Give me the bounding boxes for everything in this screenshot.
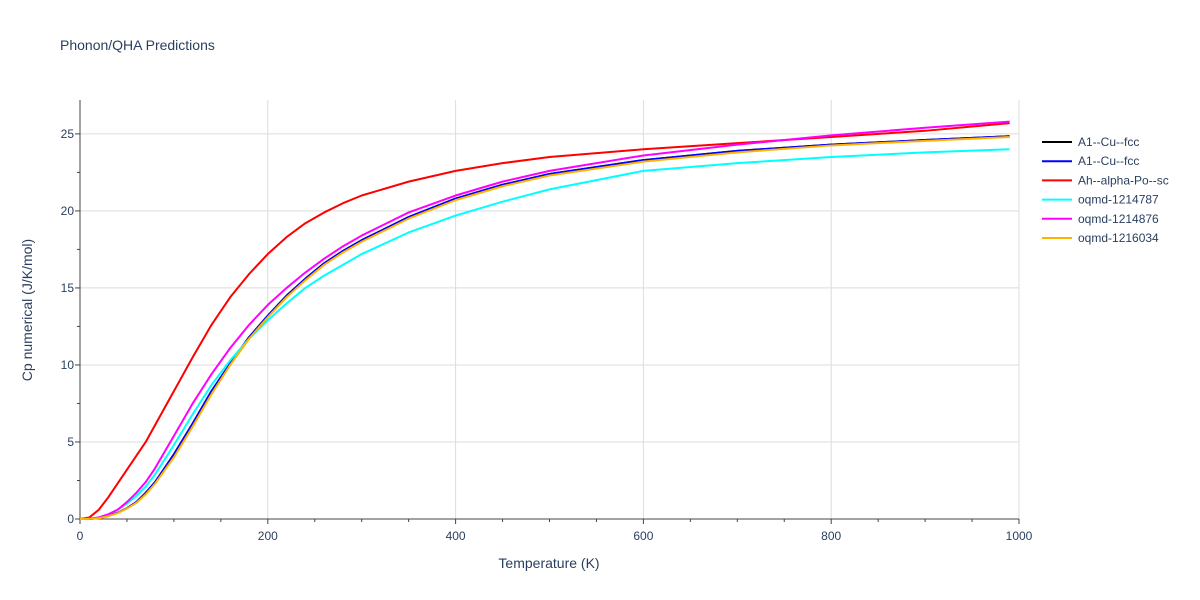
legend-label: oqmd-1214787: [1078, 193, 1159, 207]
legend-item-3[interactable]: Ah--alpha-Po--sc: [1042, 173, 1169, 187]
series-line-6: [79, 135, 1010, 520]
y-axis-label: Cp numerical (J/K/mol): [19, 239, 35, 381]
legend-label: Ah--alpha-Po--sc: [1078, 173, 1169, 187]
x-tick-label: 800: [821, 529, 841, 543]
x-axis-label: Temperature (K): [498, 555, 599, 571]
legend-label: oqmd-1214876: [1078, 212, 1159, 226]
legend-label: A1--Cu--fcc: [1078, 135, 1139, 149]
grid: [80, 100, 1020, 519]
series-line-3: [79, 122, 1010, 520]
legend-item-2[interactable]: A1--Cu--fcc: [1042, 154, 1139, 168]
legend-label: oqmd-1216034: [1078, 231, 1159, 245]
legend-item-4[interactable]: oqmd-1214787: [1042, 193, 1159, 207]
legend-label: A1--Cu--fcc: [1078, 154, 1139, 168]
legend[interactable]: A1--Cu--fcc A1--Cu--fcc Ah--alpha-Po--sc oq…: [1042, 135, 1169, 245]
y-tick-label: 25: [61, 127, 75, 141]
y-tick-label: 10: [61, 358, 75, 372]
legend-item-6[interactable]: oqmd-1216034: [1042, 231, 1159, 245]
series-line-1: [79, 135, 1010, 520]
series-line-5: [79, 120, 1010, 520]
x-tick-label: 400: [446, 529, 466, 543]
legend-item-5[interactable]: oqmd-1214876: [1042, 212, 1159, 226]
x-tick-label: 1000: [1006, 529, 1033, 543]
series-line-4: [79, 148, 1010, 520]
legend-item-1[interactable]: A1--Cu--fcc: [1042, 135, 1139, 149]
series-layer: [79, 120, 1010, 520]
y-tick-label: 20: [61, 204, 75, 218]
axes: 0 200 400 600 800 1000 0 5 10 15 20 25: [61, 100, 1033, 543]
y-tick-label: 0: [67, 512, 74, 526]
x-tick-label: 600: [633, 529, 653, 543]
x-tick-label: 0: [77, 529, 84, 543]
y-tick-label: 5: [67, 435, 74, 449]
chart-title: Phonon/QHA Predictions: [60, 37, 215, 53]
series-line-2: [79, 135, 1010, 520]
y-tick-label: 15: [61, 281, 75, 295]
x-tick-label: 200: [258, 529, 278, 543]
